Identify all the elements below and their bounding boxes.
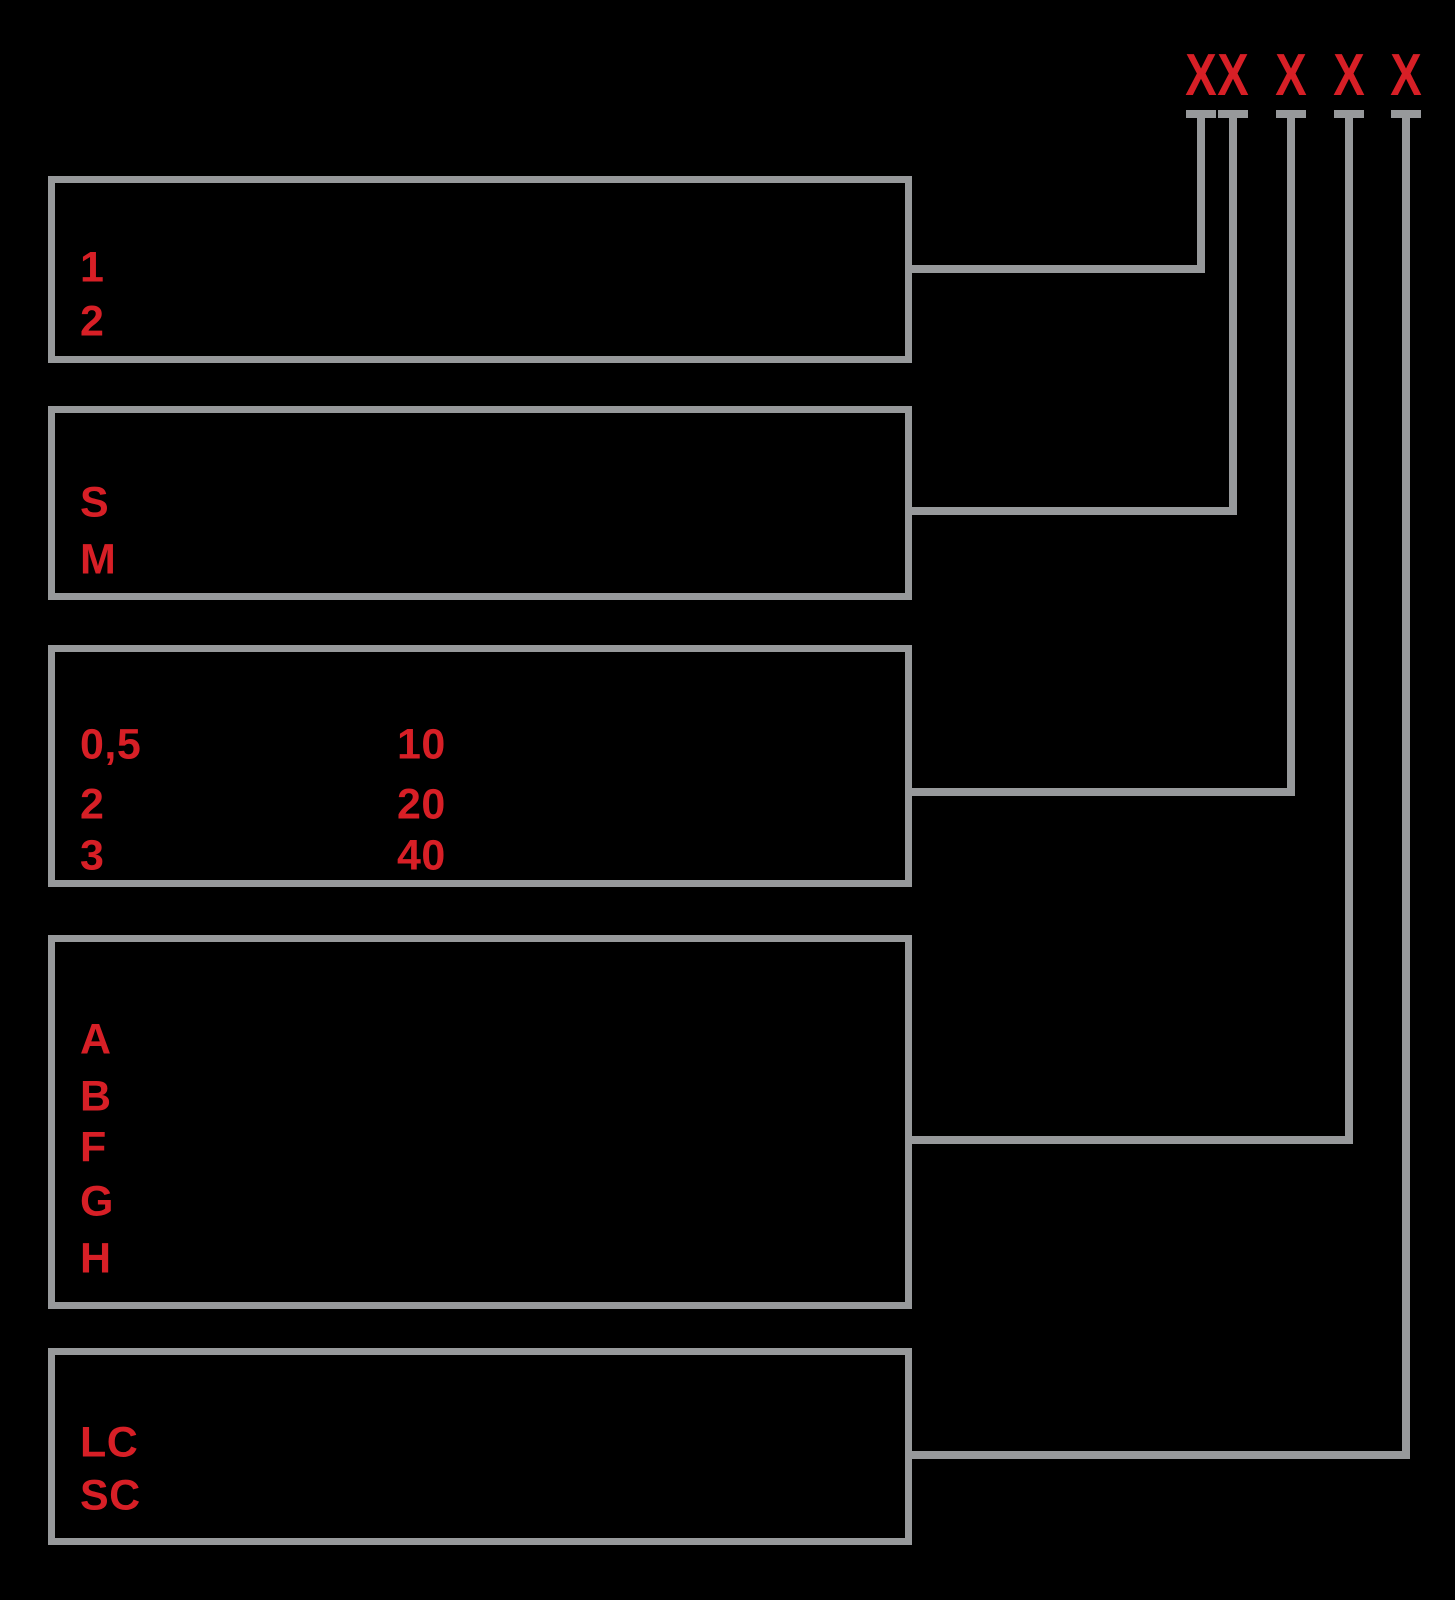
code-underline-1 (1186, 110, 1216, 118)
code-digit-5: X (1390, 42, 1422, 108)
connector-vertical-5 (1402, 118, 1410, 1459)
option-label: H (80, 1234, 112, 1283)
connector-horizontal-1 (908, 265, 1205, 273)
option-label: S (80, 478, 110, 527)
connector-horizontal-2 (908, 507, 1237, 515)
option-label: SC (80, 1471, 141, 1520)
option-box-4 (48, 935, 912, 1309)
code-digit-2: X (1217, 42, 1249, 108)
option-label: 40 (397, 831, 446, 880)
connector-vertical-3 (1287, 118, 1295, 796)
option-box-3 (48, 645, 912, 887)
option-label: B (80, 1072, 112, 1121)
option-label: 2 (80, 297, 105, 346)
option-label: 3 (80, 831, 105, 880)
code-underline-2 (1218, 110, 1248, 118)
option-label: 2 (80, 780, 105, 829)
option-label: 10 (397, 720, 446, 769)
option-label: F (80, 1123, 107, 1172)
code-digit-1: X (1185, 42, 1217, 108)
code-underline-5 (1391, 110, 1421, 118)
code-underline-4 (1334, 110, 1364, 118)
option-label: 20 (397, 780, 446, 829)
connector-vertical-4 (1345, 118, 1353, 1144)
option-label: 0,5 (80, 720, 142, 769)
connector-horizontal-3 (908, 788, 1295, 796)
connector-horizontal-5 (908, 1451, 1410, 1459)
connector-horizontal-4 (908, 1136, 1353, 1144)
code-digit-3: X (1275, 42, 1307, 108)
code-digit-4: X (1333, 42, 1365, 108)
option-box-5 (48, 1348, 912, 1545)
code-underline-3 (1276, 110, 1306, 118)
option-label: M (80, 535, 117, 584)
option-label: G (80, 1177, 114, 1226)
connector-vertical-2 (1229, 118, 1237, 515)
connector-vertical-1 (1197, 118, 1205, 273)
option-label: LC (80, 1418, 139, 1467)
option-label: 1 (80, 243, 105, 292)
option-box-2 (48, 406, 912, 600)
option-box-1 (48, 176, 912, 363)
option-label: A (80, 1015, 112, 1064)
